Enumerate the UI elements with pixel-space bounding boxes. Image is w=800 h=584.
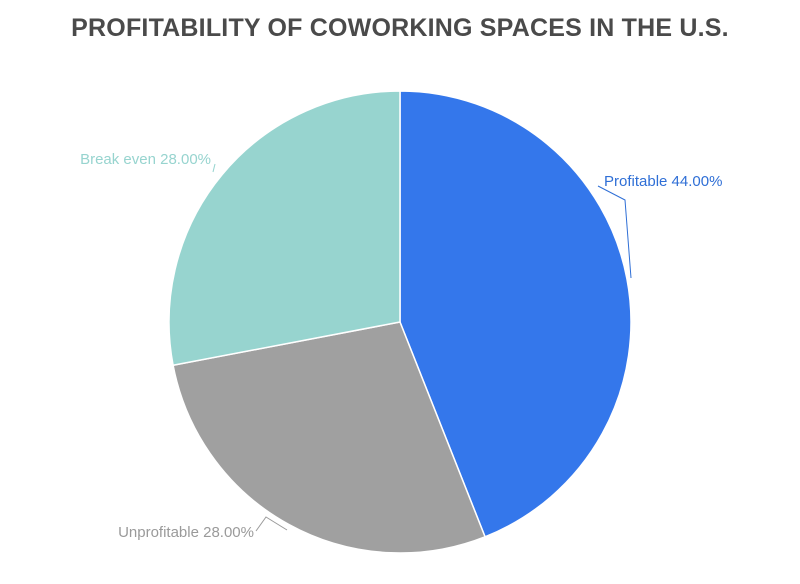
leader-unprofitable [255,516,288,532]
slice-unprofitable [172,321,487,554]
leader-profitable [597,185,632,279]
slice-labels: Profitable 44.00% Unprofitable 28.00% Brea… [80,151,722,541]
label-profitable: Profitable 44.00% [604,173,722,190]
chart-title: PROFITABILITY OF COWORKING SPACES IN THE… [71,14,729,42]
label-unprofitable: Unprofitable 28.00% [118,524,254,541]
slice-profitable [399,90,632,538]
label-break-even: Break even 28.00% [80,151,211,168]
leader-break-even [212,163,216,173]
label-leaders [212,163,632,532]
pie-slices [168,90,632,554]
slice-break-even [168,90,401,367]
